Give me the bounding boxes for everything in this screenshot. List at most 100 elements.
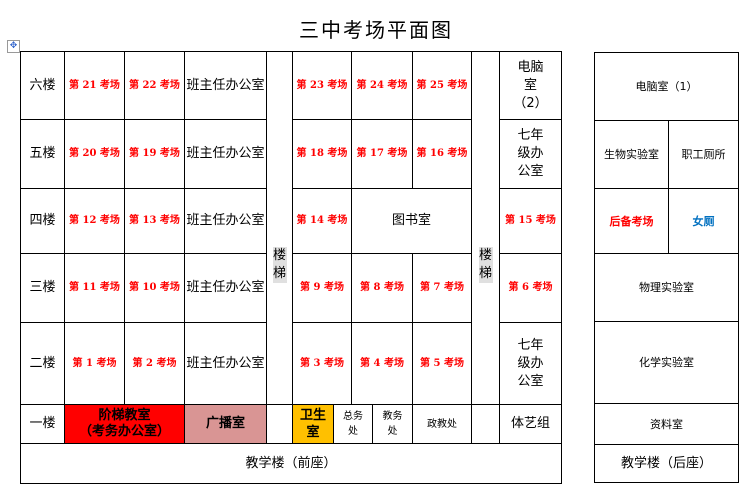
exam-room-label: 第 22 考场 [129, 79, 180, 91]
exam-room: 第 23 考场 [292, 51, 352, 120]
head-teacher-office-label: 班主任办公室 [186, 280, 265, 295]
exam-room-label: 第 2 考场 [132, 357, 177, 369]
womens-restroom-label: 女厕 [692, 214, 715, 228]
floor-label: 五楼 [20, 119, 65, 189]
exam-room-label: 第 9 考场 [300, 282, 344, 293]
floor-label-label: 四楼 [29, 213, 56, 228]
chemistry-lab: 化学实验室 [594, 321, 739, 404]
exam-room-label: 第 19 考场 [129, 148, 180, 159]
exam-room: 第 8 考场 [351, 253, 413, 323]
exam-room-label: 第 5 考场 [420, 357, 464, 369]
stairwell-ground [266, 404, 293, 444]
back-building-label-label: 教学楼（后座） [620, 455, 712, 471]
academic-affairs-office-label: 教务处 [382, 411, 403, 437]
backup-exam-room-label: 后备考场 [609, 214, 654, 228]
broadcast-room-label: 广播室 [205, 416, 245, 431]
exam-room-label: 第 18 考场 [296, 148, 348, 159]
backup-exam-room: 后备考场 [594, 188, 669, 254]
sports-arts-group: 体艺组 [499, 404, 562, 444]
academic-affairs-office: 教务处 [372, 404, 413, 444]
exam-room: 第 1 考场 [64, 322, 125, 405]
exam-room-label: 第 10 考场 [129, 282, 180, 293]
lecture-hall-label: 阶梯教室 [98, 408, 151, 423]
stairwell: 楼梯 [471, 51, 500, 405]
head-teacher-office: 班主任办公室 [184, 119, 267, 189]
clinic-label: 卫生室 [299, 408, 326, 440]
side-room: 七年级办公室 [499, 322, 562, 405]
archive-room-label: 资料室 [650, 417, 683, 431]
womens-restroom: 女厕 [668, 188, 739, 254]
exam-room-label: 第 24 考场 [356, 79, 408, 91]
physics-lab: 物理实验室 [594, 253, 739, 322]
front-building-label-label: 教学楼（前座） [245, 455, 337, 471]
exam-room: 第 25 考场 [412, 51, 472, 120]
broadcast-room: 广播室 [184, 404, 267, 444]
exam-room: 第 18 考场 [292, 119, 352, 189]
stairs-label: 楼梯 [478, 247, 493, 283]
computer-room-1-label: 电脑室（1） [635, 80, 698, 93]
floor-label: 四楼 [20, 188, 65, 254]
exam-room: 第 12 考场 [64, 188, 125, 254]
side-room: 第 6 考场 [499, 253, 562, 323]
floor-label-label: 三楼 [29, 280, 56, 295]
lecture-hall: 阶梯教室 （考务办公室） [64, 404, 185, 444]
floor-label: 二楼 [20, 322, 65, 405]
exam-room-label: 第 3 考场 [300, 357, 344, 369]
exam-room-label: 第 16 考场 [416, 148, 468, 159]
floor-label: 六楼 [20, 51, 65, 120]
exam-room-label: 第 4 考场 [360, 357, 404, 369]
chemistry-lab-label: 化学实验室 [639, 356, 694, 369]
exam-room: 第 19 考场 [124, 119, 185, 189]
exam-room-label: 第 23 考场 [296, 79, 348, 91]
side-room-label: 第 6 考场 [508, 282, 553, 293]
head-teacher-office-label: 班主任办公室 [186, 77, 265, 93]
political-office-label: 政教处 [427, 418, 457, 430]
general-affairs-office-label: 总务处 [343, 411, 363, 437]
floor-label: 一楼 [20, 404, 65, 444]
exam-room: 第 24 考场 [351, 51, 413, 120]
staff-restroom-label: 职工厕所 [681, 148, 726, 161]
front-building-label: 教学楼（前座） [20, 443, 562, 484]
side-room-label: 七年级办公室 [517, 337, 544, 389]
biology-lab: 生物实验室 [594, 120, 669, 189]
exam-room: 第 5 考场 [412, 322, 472, 405]
archive-room: 资料室 [594, 403, 739, 445]
exam-room-label: 第 17 考场 [356, 148, 408, 159]
head-teacher-office: 班主任办公室 [184, 322, 267, 405]
exam-room-label: 第 12 考场 [69, 215, 120, 226]
computer-room-1: 电脑室（1） [594, 52, 739, 121]
exam-room: 第 14 考场 [292, 188, 352, 254]
exam-room: 第 2 考场 [124, 322, 185, 405]
stairwell: 楼梯 [266, 51, 293, 405]
exam-room: 第 10 考场 [124, 253, 185, 323]
side-room: 电脑室（2） [499, 51, 562, 120]
exam-room-label: 第 21 考场 [69, 79, 120, 91]
back-building-label: 教学楼（后座） [594, 444, 739, 483]
exam-room-label: 第 11 考场 [69, 282, 120, 293]
exam-room-label: 第 13 考场 [129, 215, 180, 226]
head-teacher-office-label: 班主任办公室 [186, 213, 265, 228]
stairs-label: 楼梯 [272, 247, 287, 283]
table-move-handle-icon[interactable]: ✥ [7, 40, 20, 53]
exam-room: 第 22 考场 [124, 51, 185, 120]
floor-label-label: 一楼 [29, 416, 56, 431]
floor-label-label: 六楼 [29, 77, 56, 93]
floor-label-label: 五楼 [29, 146, 56, 161]
staff-restroom: 职工厕所 [668, 120, 739, 189]
floor-label-label: 二楼 [29, 355, 56, 371]
clinic: 卫生室 [292, 404, 334, 444]
side-room-label: 七年级办公室 [517, 128, 544, 179]
exam-room: 第 15 考场 [499, 188, 562, 254]
exam-room: 第 17 考场 [351, 119, 413, 189]
page-title: 三中考场平面图 [299, 18, 453, 42]
head-teacher-office-label: 班主任办公室 [186, 355, 265, 371]
exam-room: 第 3 考场 [292, 322, 352, 405]
head-teacher-office: 班主任办公室 [184, 253, 267, 323]
exam-room: 第 7 考场 [412, 253, 472, 323]
head-teacher-office: 班主任办公室 [184, 51, 267, 120]
exam-room-label: 第 15 考场 [505, 215, 556, 226]
exam-room-label: 第 14 考场 [296, 215, 348, 226]
exam-room: 第 16 考场 [412, 119, 472, 189]
floor-label: 三楼 [20, 253, 65, 323]
lecture-hall-label: （考务办公室） [78, 424, 170, 439]
